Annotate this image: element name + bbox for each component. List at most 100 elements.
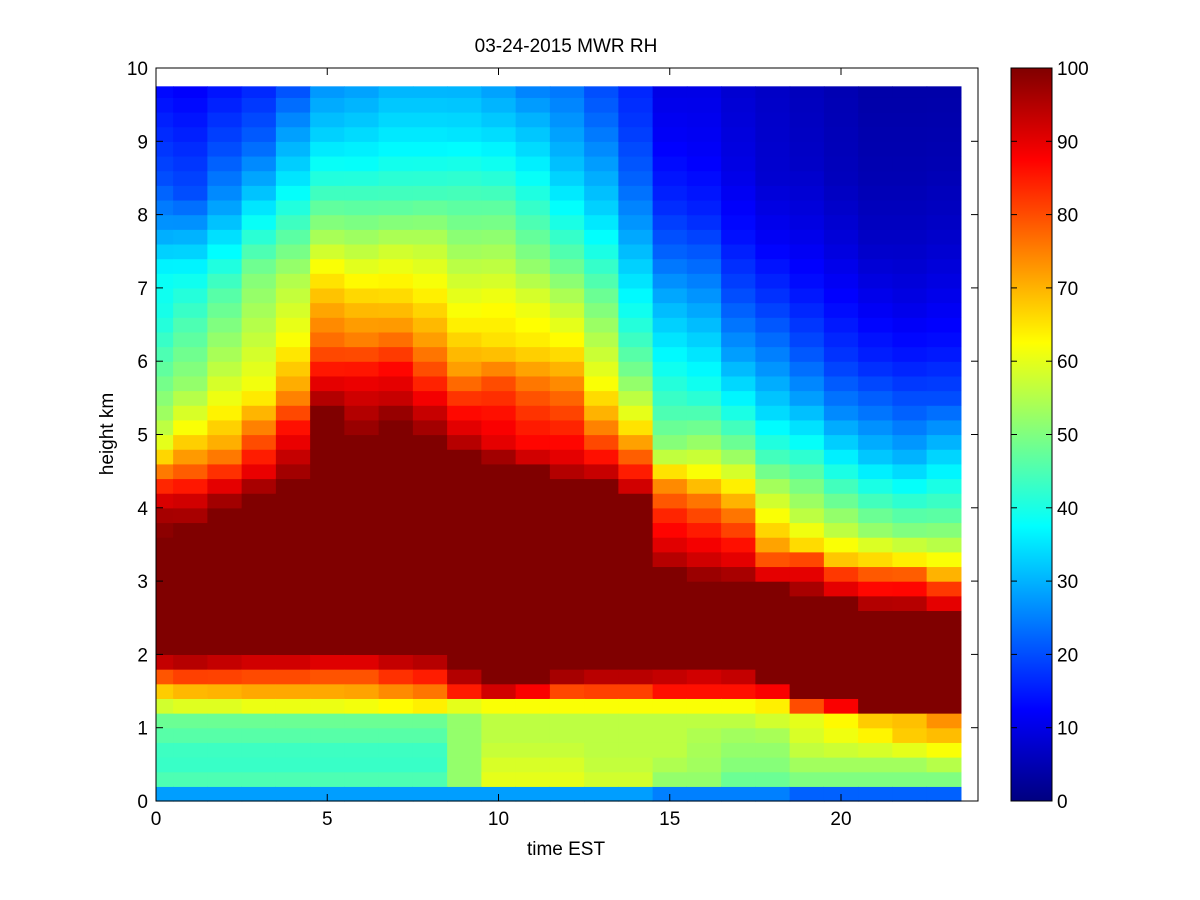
colorbar-tick-label: 10: [1057, 719, 1078, 740]
heatmap-cell: [755, 610, 791, 626]
heatmap-cell: [241, 654, 277, 670]
heatmap-cell: [481, 581, 517, 597]
heatmap-cell: [858, 155, 893, 172]
heatmap-cell: [515, 199, 551, 216]
heatmap-cell: [755, 786, 791, 802]
heatmap-cell: [823, 610, 859, 626]
heatmap-cell: [156, 566, 174, 582]
heatmap-cell: [447, 683, 482, 699]
heatmap-cell: [344, 683, 380, 699]
heatmap-cell: [241, 537, 277, 553]
heatmap-cell: [241, 331, 277, 348]
heatmap-cell: [584, 390, 619, 406]
heatmap-cell: [344, 287, 380, 304]
colorbar-ticks: 0 10 20 30 40 50 60 70 80 90 100: [1011, 59, 1089, 813]
x-axis: 0 5 10 15 20: [151, 68, 852, 830]
heatmap-cell: [447, 141, 482, 157]
plot-area: 0 5 10 15 20 0 1 2 3 4 5 6 7 8 9 10: [127, 59, 979, 830]
heatmap-cell: [926, 727, 962, 743]
heatmap-cell: [241, 727, 277, 743]
heatmap-cell: [378, 361, 414, 377]
heatmap-cell: [549, 625, 585, 641]
heatmap-cell: [858, 185, 893, 201]
heatmap-cell: [412, 727, 448, 743]
heatmap-cell: [618, 126, 654, 142]
heatmap-cell: [515, 463, 551, 480]
heatmap-cell: [515, 566, 551, 582]
heatmap-cell: [755, 522, 791, 538]
heatmap-cell: [584, 155, 619, 172]
heatmap-cell: [549, 507, 585, 524]
heatmap-cell: [481, 537, 517, 553]
heatmap-cell: [652, 405, 688, 421]
heatmap-cell: [858, 683, 893, 699]
heatmap-cell: [584, 786, 619, 802]
heatmap-cell: [755, 698, 791, 714]
heatmap-cell: [207, 419, 243, 436]
heatmap-cell: [447, 317, 482, 333]
heatmap-cell: [686, 287, 722, 304]
heatmap-cell: [447, 507, 482, 524]
heatmap-cell: [755, 405, 791, 421]
heatmap-cell: [549, 698, 585, 714]
heatmap-cell: [789, 185, 825, 201]
heatmap-cell: [618, 155, 654, 172]
heatmap-cell: [378, 273, 414, 289]
heatmap-cell: [858, 361, 893, 377]
heatmap-cell: [156, 654, 174, 670]
heatmap-cell: [412, 742, 448, 758]
heatmap-cell: [926, 317, 962, 333]
heatmap-cell: [926, 302, 962, 318]
heatmap-cell: [721, 683, 756, 699]
heatmap-cell: [310, 86, 345, 98]
heatmap-cell: [686, 199, 722, 216]
heatmap-cell: [823, 595, 859, 612]
heatmap-cell: [481, 742, 517, 758]
heatmap-cell: [275, 463, 311, 480]
heatmap-cell: [686, 97, 722, 113]
heatmap-cell: [584, 742, 619, 758]
heatmap-cell: [755, 346, 791, 362]
heatmap-cell: [275, 522, 311, 538]
heatmap-cell: [652, 639, 688, 655]
heatmap-cell: [721, 302, 756, 318]
heatmap-cell: [412, 361, 448, 377]
heatmap-cell: [156, 302, 174, 318]
heatmap-cell: [447, 639, 482, 655]
heatmap-cell: [241, 683, 277, 699]
heatmap-cell: [378, 449, 414, 465]
heatmap-cell: [481, 346, 517, 362]
heatmap-cell: [241, 375, 277, 392]
heatmap-cell: [755, 625, 791, 641]
heatmap-cell: [447, 214, 482, 230]
heatmap-cell: [378, 478, 414, 494]
heatmap-cell: [344, 507, 380, 524]
heatmap-cell: [156, 331, 174, 348]
heatmap-cell: [926, 331, 962, 348]
heatmap-cells: [156, 86, 962, 802]
heatmap-cell: [207, 86, 243, 98]
heatmap-cell: [156, 405, 174, 421]
heatmap-cell: [447, 375, 482, 392]
heatmap-cell: [378, 507, 414, 524]
heatmap-cell: [275, 287, 311, 304]
heatmap-cell: [275, 478, 311, 494]
heatmap-cell: [823, 698, 859, 714]
heatmap-cell: [310, 361, 345, 377]
heatmap-cell: [926, 625, 962, 641]
heatmap-cell: [584, 449, 619, 465]
heatmap-cell: [858, 742, 893, 758]
heatmap-cell: [344, 361, 380, 377]
heatmap-cell: [207, 346, 243, 362]
heatmap-cell: [926, 566, 962, 582]
heatmap-cell: [721, 126, 756, 142]
heatmap-cell: [515, 522, 551, 538]
heatmap-cell: [823, 581, 859, 597]
heatmap-cell: [686, 625, 722, 641]
heatmap-cell: [156, 727, 174, 743]
heatmap-cell: [481, 698, 517, 714]
heatmap-cell: [789, 390, 825, 406]
heatmap-cell: [481, 287, 517, 304]
heatmap-cell: [618, 713, 654, 729]
y-tick-label: 0: [137, 792, 148, 813]
